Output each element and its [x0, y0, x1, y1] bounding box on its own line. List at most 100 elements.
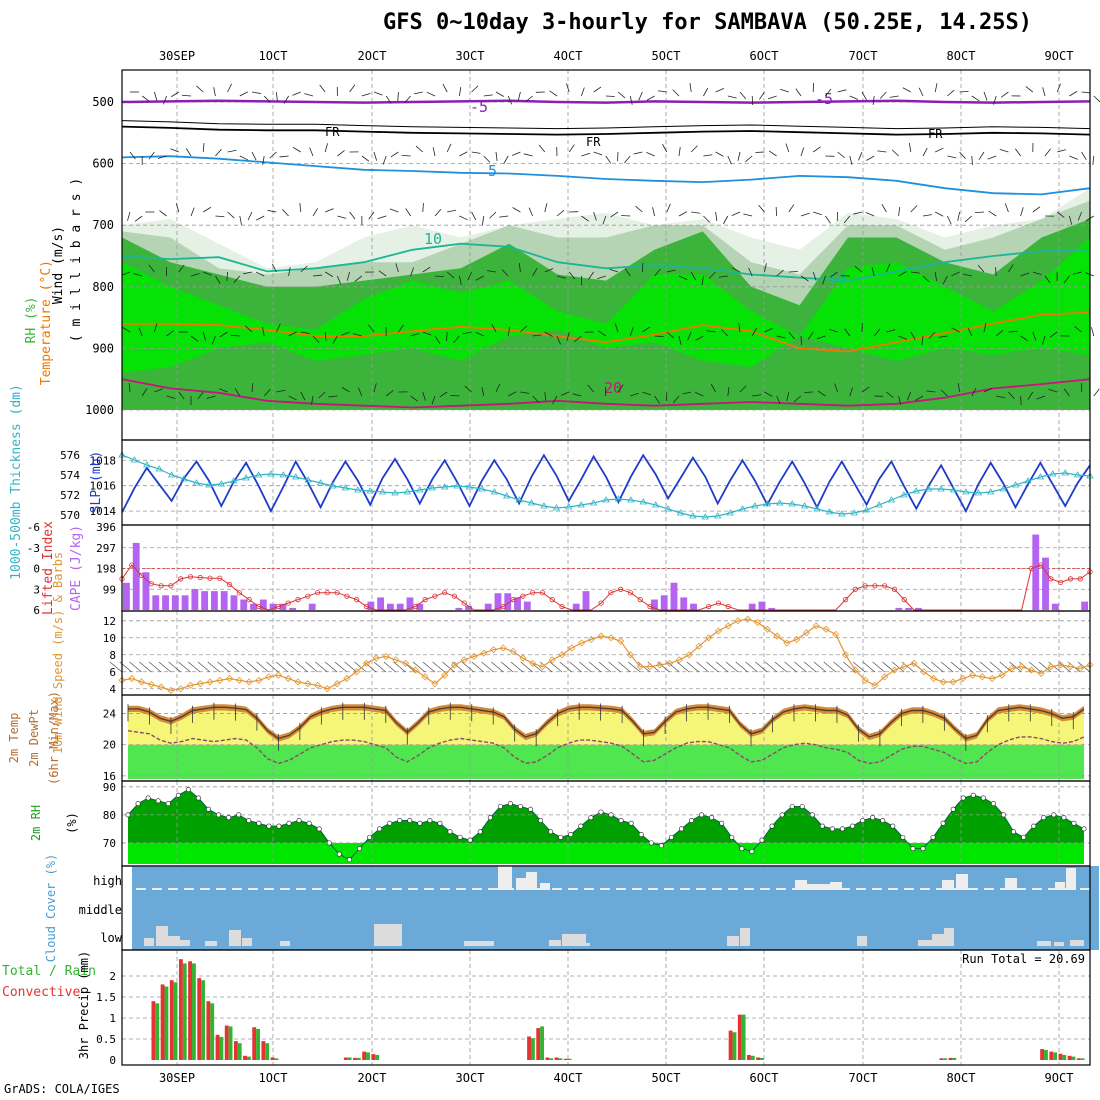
thickness-point: [1024, 477, 1032, 484]
wind-barb: [738, 323, 741, 333]
wind-barb: [349, 84, 356, 93]
wind10-point: [274, 671, 283, 679]
wind-barb: [630, 392, 639, 397]
wind-barb: [397, 91, 399, 102]
precip-total-bar: [1062, 1054, 1067, 1060]
wind10-barb: [686, 661, 700, 673]
wind10-point: [1057, 661, 1065, 669]
wind10-barb: [569, 661, 582, 673]
cloud-high-dash: [216, 888, 226, 890]
wind-barb: [283, 95, 289, 104]
wind-barb: [439, 391, 448, 398]
li-point: [217, 575, 223, 581]
cloud-high-dash: [792, 888, 802, 890]
rh2m-point: [980, 795, 986, 801]
wind10-point: [157, 683, 165, 691]
date-tick-bottom: 5OCT: [652, 1071, 681, 1085]
wind-barb: [462, 331, 472, 335]
wind-barb: [501, 269, 509, 277]
wind10-barb: [129, 661, 142, 673]
thickness-point: [664, 505, 672, 512]
wind-barb: [299, 203, 302, 213]
wind-barb: [837, 151, 845, 158]
date-tick-bottom: 6OCT: [750, 1071, 779, 1085]
wind-barb: [271, 263, 277, 273]
cape-bar: [259, 599, 267, 610]
wind-barb: [906, 391, 912, 401]
wind10-barb: [491, 661, 504, 673]
wind-barb: [695, 391, 704, 397]
wind-barb: [1091, 327, 1095, 337]
wind10-barb: [598, 661, 612, 673]
wind-barb: [703, 154, 713, 157]
wind-barb: [373, 383, 377, 393]
isotherm-label-20: 20: [604, 379, 622, 397]
wind-barb: [566, 331, 570, 341]
wind-barb: [678, 147, 681, 157]
li-tick: -3: [27, 542, 40, 555]
cloud-high-bar: [1005, 878, 1017, 890]
li-point: [314, 590, 321, 596]
wind10-barb: [931, 661, 944, 673]
wind10-barb: [178, 661, 191, 673]
li-point: [715, 600, 722, 606]
wind10-point: [1066, 663, 1075, 671]
wind-barb: [138, 327, 143, 337]
wind-barb: [1092, 155, 1095, 165]
rh2m-point: [457, 834, 463, 840]
surface-strip: [122, 410, 1090, 440]
cloud-high-bar: [498, 866, 512, 890]
cloud-high-dash: [408, 888, 418, 890]
wind-barb: [780, 88, 789, 93]
wind-tick: 8: [109, 649, 116, 662]
wind10-barb: [217, 661, 230, 673]
cloud-high-bar: [956, 874, 968, 890]
wind-barb: [938, 335, 948, 338]
rh2m-point: [367, 834, 373, 840]
wind10-point: [675, 656, 683, 664]
pressure-tick: 700: [92, 218, 114, 232]
wind-barb: [800, 212, 810, 217]
wind10-point: [773, 632, 781, 640]
wind-barb: [715, 151, 724, 157]
wind-barb: [837, 89, 847, 93]
cloud-high-dash: [968, 888, 978, 890]
thickness-point: [403, 488, 412, 495]
wind-barb: [404, 95, 411, 104]
wind-barb: [422, 202, 424, 213]
date-tick-top: 6OCT: [750, 49, 779, 63]
wind-barb: [215, 275, 221, 284]
wind-barb: [520, 325, 528, 333]
wind-barb: [507, 95, 513, 105]
rh2m-point: [638, 832, 644, 838]
wind-barb: [1032, 206, 1041, 213]
wind-barb: [382, 155, 387, 165]
precip-total-bar: [237, 1043, 242, 1060]
wind10-point: [978, 673, 987, 681]
wind-barb: [891, 149, 899, 157]
wind-barb: [528, 207, 533, 217]
date-tick-bottom: 8OCT: [947, 1071, 976, 1085]
wind10-barb: [921, 661, 934, 673]
wind-barb: [459, 151, 468, 157]
wind-barb: [1008, 391, 1015, 400]
wind-barb: [251, 382, 254, 393]
wind10-point: [714, 627, 723, 635]
wind-barb: [881, 204, 887, 213]
wind-barb: [828, 328, 838, 333]
wind-barb: [178, 264, 185, 273]
wind-barb: [959, 151, 966, 160]
wind-barb: [718, 275, 728, 278]
wind-barb: [935, 211, 944, 217]
rh2m-point: [558, 834, 564, 840]
cloud-high-dash: [808, 888, 818, 890]
ylabel-cloud: Cloud Cover (%): [44, 854, 58, 962]
thickness-point: [614, 495, 623, 502]
wind10-point: [137, 678, 146, 686]
wind10-point: [793, 635, 801, 644]
ylabel-rh2m: 2m RH: [29, 805, 43, 841]
cloud-high-dash: [584, 888, 594, 890]
wind-barb: [788, 331, 795, 340]
cape-bar: [494, 593, 502, 610]
cloud-low-bar: [549, 940, 561, 946]
